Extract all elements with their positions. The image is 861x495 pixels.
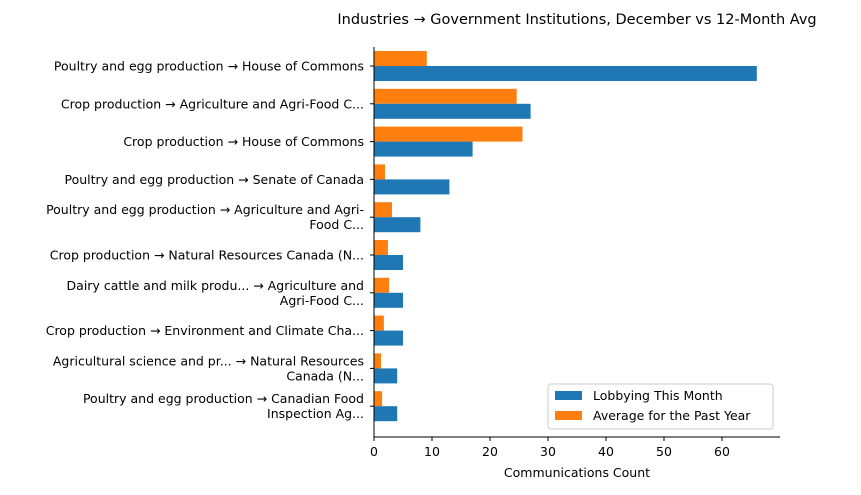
x-tick-label: 40 <box>598 444 614 459</box>
chart-title: Industries → Government Institutions, De… <box>337 12 816 28</box>
bar-lobbying-this-month <box>374 103 531 119</box>
legend-swatch <box>555 411 582 420</box>
x-tick-label: 20 <box>482 444 498 459</box>
bar-lobbying-this-month <box>374 141 473 157</box>
bar-average-past-year <box>374 240 388 255</box>
bar-lobbying-this-month <box>374 66 757 81</box>
y-tick-label: Crop production → House of Commons <box>123 134 364 149</box>
y-tick-label: Crop production → Environment and Climat… <box>46 323 364 338</box>
bar-average-past-year <box>374 202 392 218</box>
x-tick-label: 30 <box>540 444 556 459</box>
y-tick-label: Inspection Ag... <box>267 406 364 421</box>
bar-lobbying-this-month <box>374 406 398 422</box>
x-tick-label: 0 <box>370 444 378 459</box>
y-tick-label: Poultry and egg production → Canadian Fo… <box>83 391 364 406</box>
y-tick-label: Dairy cattle and milk produ... → Agricul… <box>67 278 364 293</box>
y-tick-label: Agricultural science and pr... → Natural… <box>53 353 364 368</box>
legend-box <box>547 383 774 430</box>
bar-average-past-year <box>374 164 386 180</box>
bar-average-past-year <box>374 391 383 407</box>
bar-lobbying-this-month <box>374 179 450 195</box>
bar-average-past-year <box>374 126 523 142</box>
x-tick-label: 60 <box>714 444 730 459</box>
y-tick-label: Poultry and egg production → Senate of C… <box>65 172 364 187</box>
x-tick-label: 10 <box>424 444 440 459</box>
bar-average-past-year <box>374 353 381 369</box>
bar-lobbying-this-month <box>374 368 398 384</box>
bar-lobbying-this-month <box>374 255 403 270</box>
y-tick-label: Crop production → Natural Resources Cana… <box>50 248 364 263</box>
bar-average-past-year <box>374 51 427 66</box>
y-tick-label: Poultry and egg production → Agriculture… <box>46 202 364 217</box>
y-tick-label: Crop production → Agriculture and Agri-F… <box>61 96 364 111</box>
y-tick-label: Canada (N... <box>286 368 364 383</box>
bar-lobbying-this-month <box>374 330 403 346</box>
bar-average-past-year <box>374 315 384 331</box>
y-tick-label: Food C... <box>309 217 364 232</box>
bar-lobbying-this-month <box>374 217 421 233</box>
legend: Lobbying This Month Average for the Past … <box>547 383 774 430</box>
bar-lobbying-this-month <box>374 292 403 308</box>
x-axis-label: Communications Count <box>504 465 650 480</box>
legend-label: Lobbying This Month <box>593 388 723 403</box>
legend-swatch <box>555 391 582 400</box>
y-tick-label: Poultry and egg production → House of Co… <box>54 59 364 74</box>
bar-average-past-year <box>374 277 390 293</box>
x-tick-label: 50 <box>656 444 672 459</box>
bar-average-past-year <box>374 88 517 104</box>
legend-label: Average for the Past Year <box>593 408 751 423</box>
y-tick-label: Agri-Food C... <box>280 293 364 308</box>
